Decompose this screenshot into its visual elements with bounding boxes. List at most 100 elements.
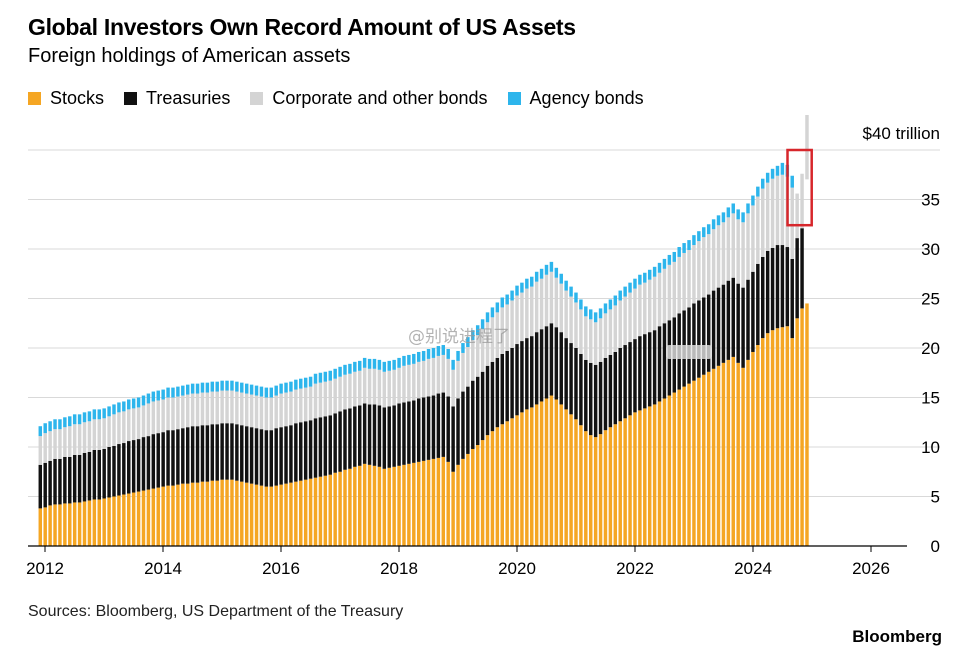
bar-segment-treasuries <box>603 357 608 431</box>
bar-segment-corporate-and-other-bonds <box>736 219 740 284</box>
bar-segment-agency-bonds <box>392 359 396 370</box>
bar-segment-treasuries <box>520 341 524 413</box>
bar-segment-corporate-and-other-bonds <box>92 419 97 450</box>
bar-segment-corporate-and-other-bonds <box>264 397 269 431</box>
bar-segment-agency-bonds <box>657 262 662 273</box>
bar-segment-agency-bonds <box>746 203 750 214</box>
bar-segment-treasuries <box>259 429 264 486</box>
bar-segment-stocks <box>731 356 735 546</box>
bar-segment-agency-bonds <box>92 409 97 420</box>
bar-segment-treasuries <box>765 250 770 334</box>
bar-segment-stocks <box>225 479 229 546</box>
bar-segment-corporate-and-other-bonds <box>554 277 559 328</box>
bar-segment-stocks <box>107 497 111 546</box>
bar-segment-agency-bonds <box>726 207 731 218</box>
legend-swatch-treasuries <box>124 92 138 105</box>
bar-segment-agency-bonds <box>761 178 765 189</box>
bar-segment-stocks <box>38 508 43 546</box>
bar-segment-stocks <box>77 502 82 546</box>
bar-segment-corporate-and-other-bonds <box>402 365 406 403</box>
bar-segment-stocks <box>510 418 514 546</box>
bar-segment-corporate-and-other-bonds <box>210 391 215 425</box>
bar-segment-stocks <box>466 453 470 546</box>
bar-segment-stocks <box>412 462 416 546</box>
bar-segment-stocks <box>539 401 544 546</box>
bar-segment-stocks <box>171 485 175 546</box>
bar-segment-agency-bonds <box>677 247 681 257</box>
bar-segment-treasuries <box>623 345 627 419</box>
bar-segment-treasuries <box>122 443 126 495</box>
bar-segment-stocks <box>215 480 219 546</box>
bar-segment-treasuries <box>505 350 509 422</box>
bar-segment-stocks <box>741 367 745 546</box>
bar-segment-corporate-and-other-bonds <box>382 371 387 408</box>
bar-segment-agency-bonds <box>259 386 264 397</box>
bar-segment-agency-bonds <box>254 385 259 396</box>
bar-segment-agency-bonds <box>623 286 627 297</box>
bar-segment-treasuries <box>72 454 77 503</box>
bar-segment-stocks <box>382 468 387 546</box>
bar-segment-corporate-and-other-bonds <box>756 196 760 264</box>
bar-segment-corporate-and-other-bonds <box>362 367 367 404</box>
bar-segment-agency-bonds <box>770 168 775 179</box>
bar-segment-treasuries <box>569 343 573 415</box>
bar-segment-treasuries <box>800 228 804 309</box>
bar-segment-stocks <box>131 492 136 546</box>
bar-segment-agency-bonds <box>466 337 470 348</box>
bar-segment-stocks <box>426 459 431 546</box>
bar-segment-treasuries <box>136 439 141 492</box>
bar-segment-agency-bonds <box>662 258 667 269</box>
bar-segment-agency-bonds <box>603 303 608 314</box>
bar-segment-agency-bonds <box>87 411 92 422</box>
bar-segment-stocks <box>475 445 480 546</box>
bar-segment-treasuries <box>534 332 539 405</box>
x-tick-label: 2022 <box>616 559 654 578</box>
bar-segment-agency-bonds <box>598 308 603 319</box>
bar-segment-treasuries <box>77 454 82 503</box>
bar-segment-stocks <box>156 487 160 546</box>
bar-segment-stocks <box>716 365 721 546</box>
x-tick-label: 2018 <box>380 559 418 578</box>
bar-segment-corporate-and-other-bonds <box>731 213 735 278</box>
bar-segment-corporate-and-other-bonds <box>412 363 416 401</box>
bar-segment-stocks <box>623 418 627 546</box>
bar-segment-corporate-and-other-bonds <box>711 229 716 291</box>
bar-segment-stocks <box>702 374 706 546</box>
bar-segment-agency-bonds <box>412 353 416 364</box>
source-note: Sources: Bloomberg, US Department of the… <box>28 603 404 620</box>
bar-segment-corporate-and-other-bonds <box>603 313 608 358</box>
bar-segment-agency-bonds <box>534 271 539 282</box>
bar-segment-agency-bonds <box>426 348 431 359</box>
bar-segment-treasuries <box>279 427 283 485</box>
bar-segment-treasuries <box>638 336 642 411</box>
bar-segment-corporate-and-other-bonds <box>505 304 509 351</box>
bar-segment-agency-bonds <box>146 393 151 404</box>
bar-segment-stocks <box>643 408 647 546</box>
bar-segment-agency-bonds <box>584 306 588 317</box>
bar-segment-agency-bonds <box>112 404 116 415</box>
bar-segment-stocks <box>264 486 269 546</box>
bar-segment-agency-bonds <box>520 282 524 293</box>
bar-segment-agency-bonds <box>323 371 328 382</box>
bar-segment-treasuries <box>510 348 514 419</box>
bar-segment-corporate-and-other-bonds <box>176 396 180 430</box>
bar-segment-treasuries <box>141 437 146 491</box>
bar-segment-agency-bonds <box>274 385 278 396</box>
bar-segment-treasuries <box>127 441 131 494</box>
bar-segment-corporate-and-other-bonds <box>544 274 549 327</box>
legend-item-agency-bonds: Agency bonds <box>507 88 644 109</box>
bar-segment-corporate-and-other-bonds <box>564 290 568 339</box>
bar-segment-stocks <box>269 486 273 546</box>
legend-swatch-agency-bonds <box>507 92 521 105</box>
y-axis-top-label: $40 trillion <box>863 124 941 143</box>
bar-segment-stocks <box>397 465 401 546</box>
bar-segment-stocks <box>589 435 593 546</box>
bar-segment-agency-bonds <box>377 359 382 370</box>
bar-segment-agency-bonds <box>505 294 509 305</box>
brand-logo: Bloomberg <box>852 627 942 646</box>
bar-segment-treasuries <box>471 380 475 449</box>
bar-segment-stocks <box>377 466 382 546</box>
bar-segment-stocks <box>461 458 465 546</box>
watermark-logo <box>666 345 712 359</box>
bar-segment-agency-bonds <box>446 348 450 359</box>
